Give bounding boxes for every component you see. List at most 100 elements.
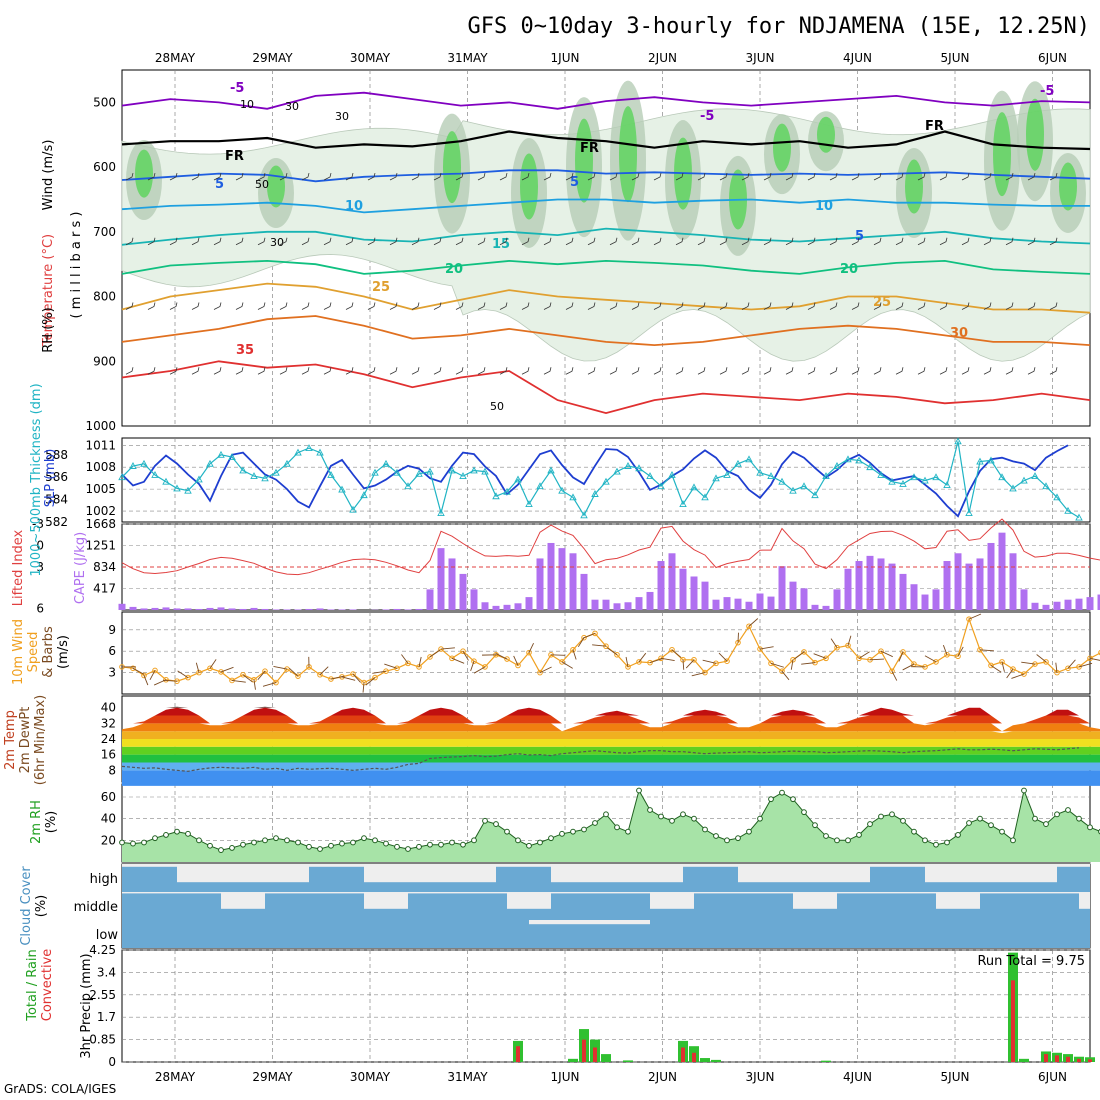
cape-bar <box>767 596 775 610</box>
isotherm-label: 30 <box>950 326 968 341</box>
cape-bar <box>1042 604 1050 610</box>
wind-speed-point <box>1043 659 1049 665</box>
cloud-clear-cell <box>661 864 672 883</box>
wind-speed-point <box>317 671 323 678</box>
cloud-clear-cell <box>155 892 166 894</box>
thickness-point <box>162 477 170 485</box>
cloud-clear-cell <box>122 892 133 894</box>
upper-ytick: 1000 <box>85 419 116 433</box>
slp-label: SLP (mb) <box>43 449 58 508</box>
cloud-clear-cell <box>716 892 727 894</box>
wind-barb <box>631 367 640 375</box>
wind-barb <box>719 367 728 375</box>
wind-barb <box>411 237 420 246</box>
rh-shading-high <box>619 106 637 203</box>
thickness-point <box>547 466 555 474</box>
wind-barb <box>477 302 486 310</box>
wind-barb <box>521 302 530 310</box>
date-label-bottom: 3JUN <box>746 1070 775 1084</box>
cloud-label-line: Cloud Cover <box>19 866 34 946</box>
upper-pressure-label: ( m i l l i b a r s ) <box>69 212 84 319</box>
wind-barb <box>609 172 618 181</box>
cape-bar <box>514 603 522 610</box>
cloud-clear-cell <box>507 892 518 909</box>
cloud-clear-cell <box>463 892 474 894</box>
rh-point <box>482 817 488 824</box>
thickness-point <box>184 486 192 494</box>
cape-bar <box>844 568 852 610</box>
thickness-point <box>151 471 159 478</box>
cloud-clear-cell <box>771 864 782 883</box>
cape-bar <box>206 607 214 610</box>
li-label-line: Lifted Index <box>11 529 26 606</box>
cloud-clear-cell <box>639 920 650 925</box>
rh-point <box>691 815 697 822</box>
wind-barb <box>521 367 530 375</box>
wind-barb <box>653 172 662 181</box>
isotherm-label: 25 <box>372 280 390 295</box>
thickness-point <box>613 467 621 475</box>
precip-total-bar <box>711 1059 721 1062</box>
cape-lifted-index-panel: 417 834 1251 1668 -3 0 3 6 <box>32 517 1100 616</box>
temp-band <box>122 707 1100 716</box>
date-label-top: 3JUN <box>746 51 775 65</box>
wind-barb <box>1011 673 1025 679</box>
wind-speed-point <box>273 679 279 686</box>
cloud-clear-cell <box>925 892 936 894</box>
wind-barb <box>1005 237 1014 246</box>
thickness-point <box>514 475 522 483</box>
rh-point <box>702 826 708 833</box>
rh-shading-high <box>267 165 285 208</box>
cloud-clear-cell <box>958 864 969 883</box>
wind-barb <box>279 237 288 246</box>
wind-barb <box>990 665 1002 673</box>
cloud-clear-cell <box>265 892 276 894</box>
cape-bar <box>591 599 599 610</box>
wind-speed-point <box>559 659 565 665</box>
cloud-clear-cell <box>254 892 265 909</box>
wind-barb <box>675 237 684 246</box>
thickness-ytick: 586 <box>45 470 68 484</box>
wind-barb <box>675 172 684 181</box>
wind-speed-point <box>196 669 202 676</box>
thickness-point <box>173 484 181 492</box>
cloud-clear-cell <box>650 864 661 883</box>
wind-barb <box>983 302 992 310</box>
wind-speed-point <box>207 665 213 672</box>
rh-contour-label: 30 <box>335 110 349 123</box>
thickness-point <box>327 471 335 478</box>
wind-barb <box>631 237 640 246</box>
wind-speed-point <box>1098 650 1100 656</box>
wind-speed-point <box>1087 655 1093 662</box>
thickness-point <box>701 493 709 501</box>
rh-point <box>680 811 686 818</box>
rh-point <box>185 830 191 837</box>
rh-point <box>526 842 532 849</box>
wind-speed-point <box>328 676 334 682</box>
cape-bar <box>250 607 258 610</box>
cape-bar <box>404 609 412 610</box>
temp-ytick: 40 <box>101 701 116 715</box>
wind-speed-point <box>801 649 807 655</box>
rh-point <box>405 846 411 852</box>
thickness-point <box>195 475 203 483</box>
wind-barb <box>1027 302 1036 310</box>
cloud-clear-cell <box>870 892 881 894</box>
wind-barb <box>411 302 420 310</box>
rh-shading-high <box>773 123 791 172</box>
cloud-clear-cell <box>683 864 694 867</box>
rh-point <box>251 839 257 846</box>
wind-barb <box>341 676 356 681</box>
slp-ytick: 1011 <box>85 438 116 452</box>
thickness-point <box>580 511 588 519</box>
isotherm-label: FR <box>580 141 599 156</box>
isotherm-25 <box>121 282 1091 314</box>
wind-barb <box>763 367 772 375</box>
cape-bar <box>624 602 632 610</box>
wind-barb <box>262 682 277 687</box>
wind-barb <box>470 661 475 672</box>
cloud-clear-cell <box>375 892 386 909</box>
cloud-clear-cell <box>760 864 771 883</box>
rh-shading-high <box>993 112 1011 197</box>
wind-speed-point <box>592 630 598 637</box>
